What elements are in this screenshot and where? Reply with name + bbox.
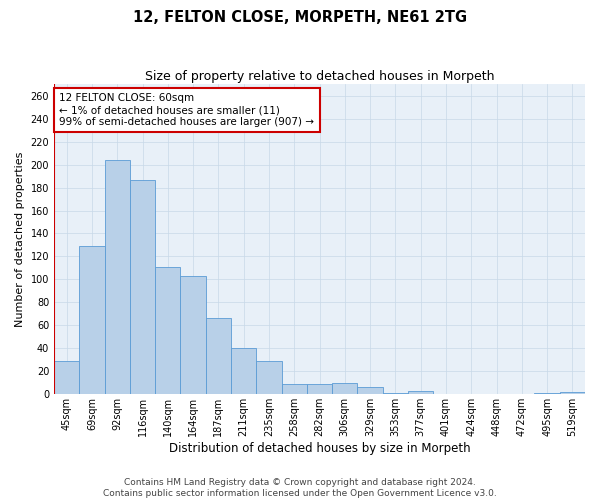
Bar (383, 393, 408, 394)
Bar (206, 318, 231, 394)
Y-axis label: Number of detached properties: Number of detached properties (15, 152, 25, 327)
Text: 12 FELTON CLOSE: 60sqm
← 1% of detached houses are smaller (11)
99% of semi-deta: 12 FELTON CLOSE: 60sqm ← 1% of detached … (59, 94, 314, 126)
Text: Contains HM Land Registry data © Crown copyright and database right 2024.
Contai: Contains HM Land Registry data © Crown c… (103, 478, 497, 498)
Bar (408, 391, 433, 394)
Bar (332, 383, 358, 394)
Bar (231, 348, 256, 395)
Bar (307, 384, 332, 394)
Bar (79, 246, 104, 394)
Bar (104, 160, 130, 394)
Text: 12, FELTON CLOSE, MORPETH, NE61 2TG: 12, FELTON CLOSE, MORPETH, NE61 2TG (133, 10, 467, 25)
Bar (256, 361, 281, 394)
Title: Size of property relative to detached houses in Morpeth: Size of property relative to detached ho… (145, 70, 494, 83)
Bar (358, 388, 383, 394)
X-axis label: Distribution of detached houses by size in Morpeth: Distribution of detached houses by size … (169, 442, 470, 455)
Bar (535, 393, 560, 394)
Bar (281, 384, 307, 394)
Bar (181, 276, 206, 394)
Bar (54, 361, 79, 394)
Bar (155, 267, 181, 394)
Bar (130, 180, 155, 394)
Bar (560, 392, 585, 394)
